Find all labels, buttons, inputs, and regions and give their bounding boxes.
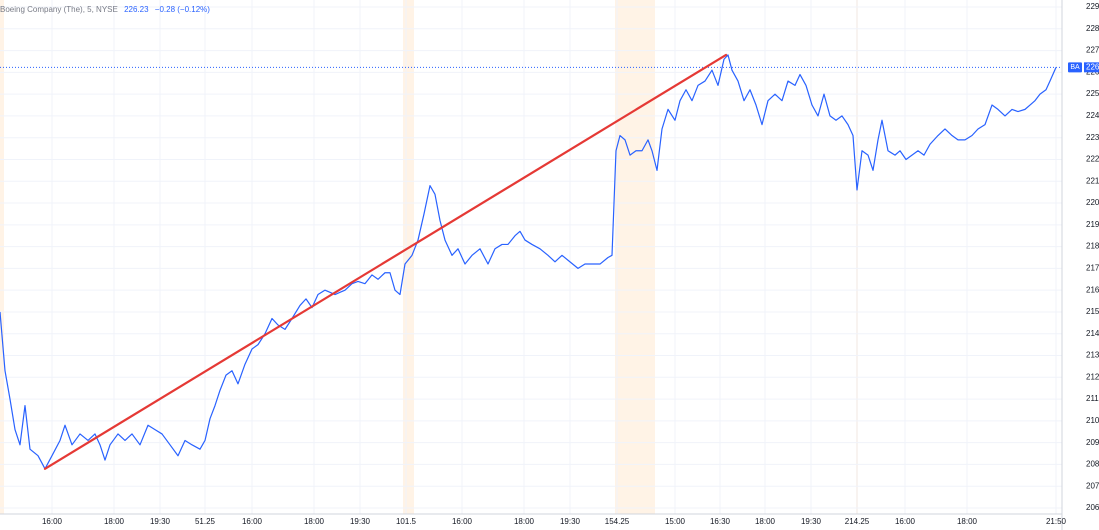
symbol-tag	[1068, 62, 1082, 73]
x-tick-label: 21:50	[1046, 517, 1067, 526]
x-tick-label: 16:00	[452, 517, 473, 526]
session-band	[0, 0, 4, 514]
session-band	[615, 0, 655, 514]
y-tick-label: 221	[1086, 176, 1099, 185]
marks	[0, 53, 1062, 470]
x-tick-label: 19:30	[150, 517, 171, 526]
y-tick-label: 208	[1086, 460, 1099, 469]
x-tick-label: 51.25	[195, 517, 216, 526]
x-tick-label: 19:30	[560, 517, 581, 526]
y-tick-label: 210	[1086, 416, 1099, 425]
trend-line	[43, 53, 728, 470]
header-price: 226.23	[124, 5, 149, 14]
header-title: Boeing Company (The), 5, NYSE	[0, 5, 118, 14]
price-tag-label: 226.23	[1086, 62, 1099, 71]
session-band	[403, 0, 414, 514]
y-tick-label: 227	[1086, 46, 1099, 55]
header: Boeing Company (The), 5, NYSE 226.23 −0.…	[0, 5, 210, 14]
x-tick-label: 214.25	[845, 517, 870, 526]
symbol-tag-label: BA	[1070, 64, 1080, 71]
x-tick-label: 15:00	[665, 517, 686, 526]
x-tick-label: 18:00	[755, 517, 776, 526]
x-tick-label: 18:00	[304, 517, 325, 526]
x-tick-label: 16:00	[895, 517, 916, 526]
y-tick-label: 218	[1086, 242, 1099, 251]
y-tick-label: 217	[1086, 264, 1099, 273]
price-tag	[1084, 62, 1099, 73]
y-tick-label: 213	[1086, 351, 1099, 360]
labels: 206 207 208 209 210 211 212 213 214 215 216 217 218 2…	[42, 2, 1099, 526]
y-tick-label: 214	[1086, 329, 1099, 338]
x-tick-label: 18:00	[104, 517, 125, 526]
price-line-series	[0, 54, 1057, 470]
y-tick-label: 220	[1086, 198, 1099, 207]
x-tick-label: 16:30	[710, 517, 731, 526]
x-tick-label: 18:00	[514, 517, 535, 526]
header-change: −0.28 (−0.12%)	[155, 5, 210, 14]
y-tick-label: 211	[1086, 394, 1099, 403]
x-tick-label: 19:30	[350, 517, 371, 526]
x-tick-label: 101.5	[396, 517, 417, 526]
y-tick-label: 212	[1086, 372, 1099, 381]
x-tick-label: 16:00	[242, 517, 263, 526]
y-tick-label: 222	[1086, 155, 1099, 164]
y-tick-label: 229	[1086, 2, 1099, 11]
y-tick-label: 216	[1086, 285, 1099, 294]
y-tick-label: 209	[1086, 438, 1099, 447]
y-tick-label: 223	[1086, 133, 1099, 142]
session-shading	[0, 0, 1057, 514]
x-tick-label: 19:30	[801, 517, 822, 526]
x-tick-label: 154.25	[605, 517, 630, 526]
y-tick-label: 228	[1086, 24, 1099, 33]
y-tick-label: 207	[1086, 481, 1099, 490]
x-tick-label: 16:00	[42, 517, 63, 526]
x-tick-label: 18:00	[957, 517, 978, 526]
y-tick-label: 206	[1086, 503, 1099, 512]
y-tick-label: 224	[1086, 111, 1099, 120]
y-tick-label: 215	[1086, 307, 1099, 316]
y-tick-label: 225	[1086, 89, 1099, 98]
y-tick-label: 219	[1086, 220, 1099, 229]
